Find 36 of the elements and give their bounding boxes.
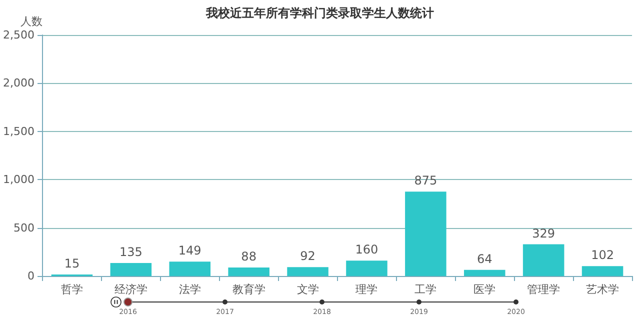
- bar: [346, 260, 388, 276]
- x-tick-label: 工学: [414, 283, 437, 296]
- bar: [464, 270, 506, 276]
- data-label: 88: [241, 250, 256, 264]
- y-tick-label: 1,000: [2, 173, 34, 186]
- y-tick-label: 2,000: [2, 76, 34, 90]
- data-label: 149: [178, 244, 202, 258]
- y-tick-label: 500: [13, 221, 34, 234]
- bar: [405, 192, 446, 276]
- x-tick-label: 艺术学: [586, 283, 620, 296]
- data-label: 160: [355, 242, 378, 257]
- data-label: 329: [532, 226, 556, 240]
- x-tick-label: 哲学: [60, 283, 83, 296]
- y-axis-title: 人数: [20, 15, 42, 28]
- data-label: 15: [64, 256, 80, 271]
- bar: [287, 267, 328, 276]
- x-tick-label: 经济学: [114, 283, 148, 296]
- x-tick-label: 管理学: [527, 283, 560, 296]
- data-label: 135: [119, 244, 142, 259]
- x-tick-label: 理学: [356, 283, 378, 296]
- bar: [582, 266, 624, 276]
- bar: [522, 244, 564, 276]
- bar: [228, 268, 270, 276]
- data-label: 64: [476, 252, 492, 266]
- y-tick-label: 0: [27, 270, 34, 282]
- chart-title: 我校近五年所有学科门类录取学生人数统计: [205, 6, 434, 20]
- x-tick-label: 教育学: [232, 283, 266, 296]
- y-tick-label: 1,500: [2, 124, 34, 138]
- x-tick-label: 文学: [296, 283, 319, 296]
- bar: [110, 262, 152, 276]
- bar: [169, 262, 210, 276]
- data-label: 92: [300, 249, 316, 264]
- y-tick-label: 2,500: [2, 28, 34, 42]
- x-tick-label: 法学: [178, 283, 201, 296]
- data-label: 102: [591, 248, 614, 262]
- x-tick-label: 医学: [474, 283, 496, 296]
